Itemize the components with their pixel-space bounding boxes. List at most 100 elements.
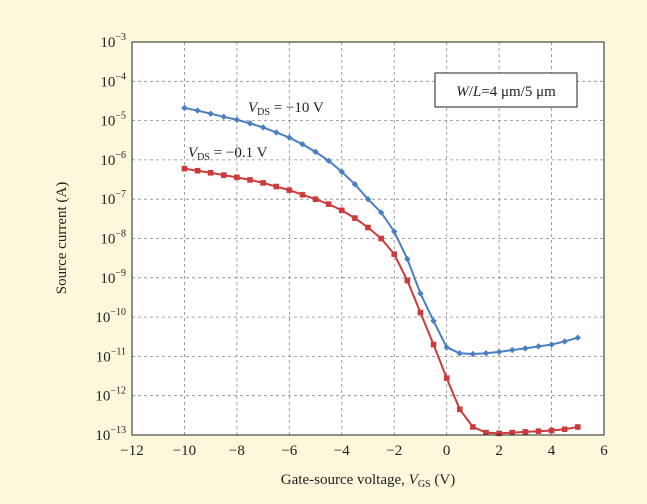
x-axis-title-unit: (V)	[431, 472, 456, 488]
data-point	[220, 172, 227, 178]
data-point	[535, 343, 542, 350]
data-point	[365, 224, 371, 231]
data-point	[246, 120, 254, 127]
data-point	[509, 429, 516, 436]
y-tick-label: 10−4	[100, 71, 126, 90]
x-axis-title: Gate-source voltage, VGS (V)	[281, 472, 455, 490]
data-point	[247, 177, 253, 183]
x-tick-label: 2	[495, 443, 503, 459]
y-tick-exponent: −10	[110, 307, 126, 318]
data-point	[430, 317, 437, 325]
data-point	[338, 168, 345, 175]
y-tick-base: 10	[96, 349, 111, 365]
y-tick-labels: 10−310−410−510−610−710−810−910−1010−1110…	[95, 32, 126, 444]
data-point	[299, 191, 306, 198]
data-point	[456, 406, 463, 413]
y-tick-base: 10	[100, 114, 115, 130]
data-point	[259, 124, 267, 131]
data-point	[561, 338, 568, 345]
data-point	[574, 334, 581, 341]
data-point	[417, 309, 424, 316]
y-tick-exponent: −9	[115, 268, 126, 279]
data-point	[299, 141, 306, 148]
data-point	[496, 430, 502, 437]
x-tick-label: 6	[600, 443, 608, 459]
x-tick-label: 0	[443, 443, 451, 459]
data-point	[194, 107, 201, 114]
x-axis-title-text: Gate-source voltage,	[281, 472, 409, 488]
y-tick-exponent: −3	[115, 32, 126, 43]
x-tick-label: 4	[548, 443, 556, 459]
x-tick-label: −4	[334, 443, 350, 459]
data-point	[273, 183, 280, 190]
y-tick-label: 10−7	[100, 189, 126, 208]
y-tick-base: 10	[100, 35, 115, 51]
y-tick-exponent: −8	[115, 229, 126, 240]
data-point	[404, 277, 411, 284]
data-point	[273, 129, 280, 136]
y-tick-exponent: −11	[111, 346, 126, 357]
y-tick-label: 10−6	[100, 150, 126, 169]
y-tick-label: 10−5	[100, 111, 126, 130]
data-point	[391, 251, 398, 257]
data-point	[574, 424, 581, 430]
data-point	[417, 290, 424, 297]
data-point	[220, 113, 227, 120]
data-point	[260, 180, 266, 186]
series-label-vds-10-var: V	[248, 100, 259, 116]
x-axis-title-var: V	[409, 472, 420, 488]
y-tick-label: 10−8	[100, 229, 126, 248]
y-tick-label: 10−9	[100, 268, 126, 287]
y-tick-base: 10	[100, 74, 115, 90]
x-tick-label: −6	[281, 443, 297, 459]
data-point	[456, 350, 463, 357]
x-axis-title-sub: GS	[418, 479, 431, 490]
data-point	[443, 375, 450, 381]
data-point	[364, 196, 372, 203]
data-point	[181, 165, 188, 172]
data-point	[312, 196, 319, 202]
y-tick-exponent: −4	[115, 71, 126, 82]
y-tick-exponent: −12	[110, 386, 126, 397]
data-point	[181, 104, 188, 112]
plot-frame	[131, 41, 605, 436]
data-point	[509, 346, 516, 354]
data-point	[233, 116, 241, 123]
x-tick-label: −8	[229, 443, 245, 459]
series-label-vds-0.1-value: = −0.1 V	[210, 145, 268, 161]
series-label-vds-0.1-var: V	[188, 145, 199, 161]
data-point	[207, 169, 214, 176]
y-tick-base: 10	[100, 271, 115, 287]
y-tick-base: 10	[95, 428, 110, 444]
data-point	[470, 424, 476, 430]
wl-w: W	[456, 84, 470, 100]
data-point	[338, 207, 345, 214]
data-point	[522, 345, 529, 352]
data-point	[234, 174, 240, 181]
y-tick-exponent: −6	[115, 150, 126, 161]
data-point	[469, 350, 477, 358]
series-label-vds-0.1: VDS = −0.1 V	[188, 145, 268, 163]
data-point	[404, 255, 411, 263]
wl-value: =4 μm/5 μm	[481, 84, 556, 100]
series-label-vds-10-value: = −10 V	[270, 100, 324, 116]
wl-annotation-text: W/L=4 μm/5 μm	[456, 84, 556, 100]
data-point	[325, 157, 332, 164]
y-tick-label: 10−11	[96, 346, 126, 365]
data-point	[207, 110, 214, 117]
data-point	[377, 209, 385, 216]
x-tick-label: −12	[120, 443, 143, 459]
data-point	[378, 235, 384, 242]
wl-annotation: W/L=4 μm/5 μm	[434, 72, 578, 108]
series-label-vds-10: VDS = −10 V	[248, 100, 324, 118]
data-point	[535, 428, 542, 434]
y-tick-label: 10−12	[95, 386, 126, 405]
y-tick-label: 10−3	[100, 32, 126, 51]
y-tick-exponent: −5	[115, 111, 126, 122]
data-point	[483, 429, 489, 436]
series-label-vds-0.1-sub: DS	[197, 152, 210, 163]
data-point	[325, 201, 332, 207]
data-point	[548, 341, 555, 348]
data-point	[351, 181, 359, 188]
